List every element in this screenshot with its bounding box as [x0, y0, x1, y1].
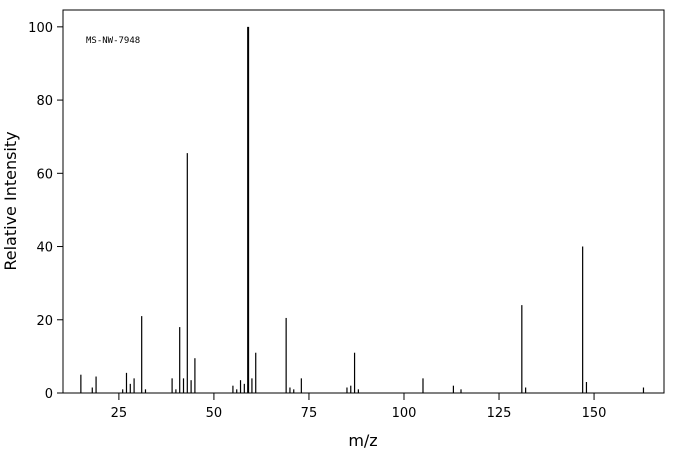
y-tick-label: 100 [28, 21, 53, 36]
y-tick-label: 80 [36, 94, 53, 109]
x-tick-label: 150 [582, 406, 607, 421]
x-tick-label: 25 [111, 406, 128, 421]
x-axis-label: m/z [348, 431, 377, 450]
x-tick-label: 100 [392, 406, 417, 421]
x-tick-label: 50 [206, 406, 223, 421]
y-tick-label: 60 [36, 167, 53, 182]
y-axis-label: Relative Intensity [1, 131, 20, 270]
y-tick-label: 0 [45, 387, 53, 402]
y-tick-label: 40 [36, 241, 53, 256]
x-tick-label: 125 [487, 406, 512, 421]
x-tick-label: 75 [301, 406, 318, 421]
annotation: MS-NW-7948 [86, 36, 140, 46]
y-tick-label: 20 [36, 314, 53, 329]
plot-frame [62, 9, 665, 394]
